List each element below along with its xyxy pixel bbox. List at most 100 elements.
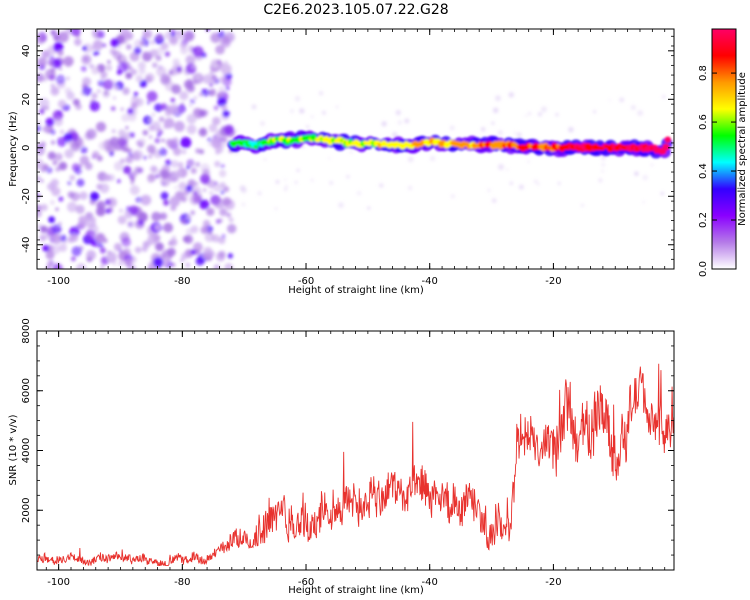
noise-blob xyxy=(95,50,100,55)
noise-blob xyxy=(163,117,175,129)
noise-blob xyxy=(134,46,142,55)
noise-blob xyxy=(175,106,184,115)
noise-blob xyxy=(163,199,170,206)
noise-speck xyxy=(407,156,414,163)
noise-blob xyxy=(146,144,156,154)
noise-blob xyxy=(55,153,60,158)
noise-blob xyxy=(208,231,212,235)
noise-blob xyxy=(50,129,56,135)
noise-blob xyxy=(129,185,140,196)
noise-blob xyxy=(37,119,42,126)
colorbar-label: Normalized spectral amplitude xyxy=(737,72,748,226)
noise-blob xyxy=(121,146,127,152)
noise-blob xyxy=(86,250,97,260)
y-tick-label: 20 xyxy=(21,93,32,106)
noise-blob xyxy=(137,61,146,70)
noise-blob xyxy=(211,234,220,243)
noise-blob xyxy=(117,62,128,73)
noise-blob xyxy=(75,204,85,214)
spectrogram-noise-blobs xyxy=(37,29,666,269)
noise-blob xyxy=(209,190,214,196)
noise-blob xyxy=(60,129,65,134)
noise-blob xyxy=(152,62,158,68)
noise-blob xyxy=(178,181,187,191)
noise-blob xyxy=(58,243,67,252)
colorbar-tick-label: 0.6 xyxy=(698,114,709,130)
noise-blob xyxy=(79,191,88,200)
noise-blob xyxy=(90,191,100,201)
noise-blob xyxy=(57,49,64,57)
noise-blob xyxy=(202,219,211,228)
noise-blob xyxy=(220,189,225,195)
noise-blob xyxy=(76,263,87,269)
noise-blob xyxy=(96,89,101,94)
noise-blob xyxy=(99,183,110,194)
noise-speck xyxy=(346,175,350,179)
noise-blob xyxy=(159,212,168,220)
noise-blob xyxy=(79,155,90,165)
noise-blob xyxy=(47,151,56,160)
noise-speck xyxy=(294,95,301,102)
noise-blob xyxy=(146,100,151,105)
noise-speck xyxy=(601,163,605,167)
noise-blob xyxy=(188,103,193,108)
noise-blob xyxy=(80,146,88,154)
noise-speck xyxy=(509,181,513,185)
noise-blob xyxy=(159,130,163,135)
noise-blob xyxy=(91,29,102,39)
noise-blob xyxy=(135,75,143,83)
noise-blob xyxy=(218,218,223,223)
noise-blob xyxy=(148,154,153,159)
noise-blob xyxy=(218,250,226,259)
noise-blob xyxy=(48,216,55,224)
noise-blob xyxy=(222,110,230,118)
noise-blob xyxy=(151,166,159,174)
figure-title: C2E6.2023.105.07.22.G28 xyxy=(263,2,448,18)
noise-blob xyxy=(91,92,98,99)
noise-speck xyxy=(506,168,509,171)
noise-blob xyxy=(118,129,126,137)
noise-blob xyxy=(132,149,144,161)
noise-speck xyxy=(555,113,559,117)
noise-blob xyxy=(49,61,54,66)
noise-blob xyxy=(39,234,47,242)
noise-blob xyxy=(198,128,208,137)
noise-blob xyxy=(218,76,226,84)
noise-blob xyxy=(109,48,117,56)
noise-blob xyxy=(222,137,228,143)
spectrogram-trace xyxy=(227,130,673,159)
noise-blob xyxy=(223,186,230,193)
trace-core xyxy=(664,136,671,143)
noise-blob xyxy=(86,218,96,229)
noise-blob xyxy=(153,257,164,268)
noise-speck xyxy=(662,95,666,99)
noise-blob xyxy=(55,74,66,85)
noise-blob xyxy=(140,194,152,206)
noise-speck xyxy=(429,155,436,162)
noise-blob xyxy=(67,191,75,199)
noise-blob xyxy=(183,189,190,196)
noise-blob xyxy=(119,208,123,213)
noise-speck xyxy=(513,131,516,134)
noise-blob xyxy=(186,214,192,220)
noise-speck xyxy=(642,201,645,204)
noise-speck xyxy=(381,121,387,127)
noise-blob xyxy=(160,176,171,187)
colorbar-tick-label: 0.2 xyxy=(698,212,709,228)
noise-blob xyxy=(170,97,176,103)
noise-speck xyxy=(395,110,401,116)
noise-blob xyxy=(37,149,44,156)
noise-blob xyxy=(66,76,70,81)
noise-blob xyxy=(160,169,170,179)
noise-blob xyxy=(179,258,184,263)
snr-xlabel: Height of straight line (km) xyxy=(288,585,424,596)
noise-blob xyxy=(51,186,61,197)
noise-blob xyxy=(117,215,127,225)
noise-blob xyxy=(180,102,184,106)
noise-blob xyxy=(164,31,172,40)
noise-speck xyxy=(296,168,300,173)
noise-blob xyxy=(52,160,58,166)
noise-blob xyxy=(95,121,107,132)
noise-blob xyxy=(168,36,179,46)
noise-blob xyxy=(38,97,50,109)
